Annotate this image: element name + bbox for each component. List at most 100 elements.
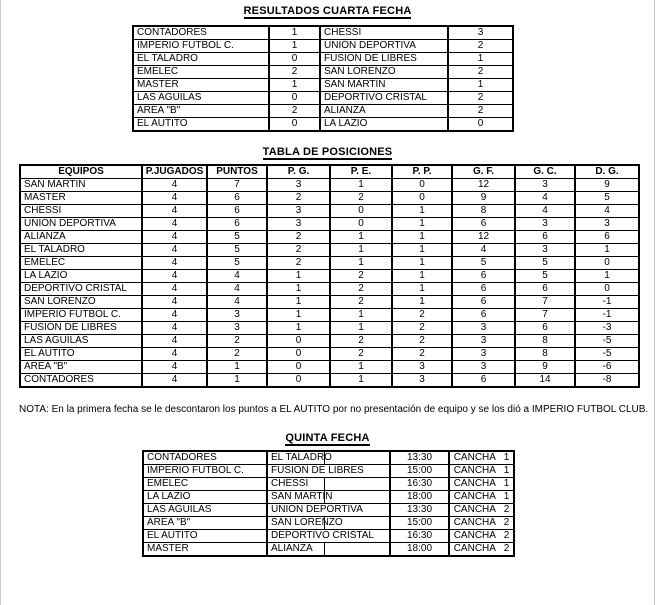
pe-cell: 0 [329, 204, 393, 218]
gf-cell: 6 [451, 282, 516, 296]
pts-cell: 5 [206, 230, 268, 244]
gc-cell: 3 [514, 243, 576, 257]
pts-cell: 1 [206, 360, 268, 374]
gc-cell: 4 [514, 204, 576, 218]
home-score-cell: 2 [268, 65, 321, 79]
dg-cell: -5 [574, 347, 640, 361]
gc-cell: 14 [514, 373, 576, 388]
home-team-cell: AREA "B" [142, 516, 268, 530]
away-team-cell: SAN LORENZO [266, 516, 343, 530]
dg-cell: -5 [574, 334, 640, 348]
away-team-cell: EL TALADRO [266, 450, 332, 465]
home-score-cell: 1 [268, 39, 321, 53]
pp-cell: 1 [391, 204, 453, 218]
gf-cell: 12 [451, 178, 516, 192]
gc-cell: 3 [514, 178, 576, 192]
team-cell: LA LAZIO [19, 269, 143, 283]
pp-cell: 1 [391, 295, 453, 309]
standings-row: AREA "B" 4 1 0 1 3 3 9 -6 [19, 360, 640, 374]
team-cell: DEPORTIVO CRISTAL [19, 282, 143, 296]
standings-row: CHESSI 4 6 3 0 1 8 4 4 [19, 204, 640, 218]
result-row: MASTER 1 SAN MARTIN 1 [132, 78, 514, 92]
standings-header-row: EQUIPOS P.JUGADOS PUNTOS P. G. P. E. P. … [19, 164, 640, 179]
pg-cell: 2 [266, 230, 331, 244]
pe-cell: 2 [329, 282, 393, 296]
standings-row: SAN MARTIN 4 7 3 1 0 12 3 9 [19, 178, 640, 192]
gc-cell: 7 [514, 308, 576, 322]
gc-cell: 7 [514, 295, 576, 309]
pj-cell: 4 [141, 230, 208, 244]
gf-cell: 3 [451, 321, 516, 335]
pg-cell: 0 [266, 334, 331, 348]
home-team-cell: LAS AGUILAS [142, 503, 268, 517]
away-team-cell: FUSION DE LIBRES [319, 52, 449, 66]
pts-cell: 6 [206, 191, 268, 205]
pe-cell: 1 [329, 243, 393, 257]
spacer-cell [324, 490, 391, 504]
results-title-text: RESULTADOS CUARTA FECHA [243, 5, 412, 19]
gf-cell: 8 [451, 204, 516, 218]
spacer-cell [324, 477, 391, 491]
dg-cell: -1 [574, 295, 640, 309]
pe-cell: 2 [329, 347, 393, 361]
home-team-cell: IMPERIO FUTBOL C. [132, 39, 270, 53]
gf-cell: 3 [451, 347, 516, 361]
standings-row: SAN LORENZO 4 4 1 2 1 6 7 -1 [19, 295, 640, 309]
pg-cell: 3 [266, 178, 331, 192]
home-team-cell: CONTADORES [132, 25, 270, 40]
gf-cell: 3 [451, 360, 516, 374]
pts-cell: 6 [206, 204, 268, 218]
header-puntos: PUNTOS [206, 164, 268, 179]
dg-cell: 0 [574, 256, 640, 270]
pts-cell: 3 [206, 308, 268, 322]
team-cell: MASTER [19, 191, 143, 205]
dg-cell: -3 [574, 321, 640, 335]
fixture-row: EMELEC CHESSI 16:30 CANCHA 1 [142, 477, 515, 491]
pj-cell: 4 [141, 360, 208, 374]
results-table: CONTADORES 1 CHESSI 3 IMPERIO FUTBOL C. … [132, 25, 514, 132]
spacer-cell [324, 450, 391, 465]
result-row: CONTADORES 1 CHESSI 3 [132, 25, 514, 40]
gf-cell: 5 [451, 256, 516, 270]
pj-cell: 4 [141, 191, 208, 205]
dg-cell: 3 [574, 217, 640, 231]
standings-row: IMPERIO FUTBOL C. 4 3 1 1 2 6 7 -1 [19, 308, 640, 322]
team-cell: IMPERIO FUTBOL C. [19, 308, 143, 322]
team-cell: LAS AGUILAS [19, 334, 143, 348]
pj-cell: 4 [141, 243, 208, 257]
pp-cell: 1 [391, 269, 453, 283]
pj-cell: 4 [141, 373, 208, 388]
time-cell: 18:00 [389, 542, 450, 557]
home-team-cell: AREA "B" [132, 104, 270, 118]
pg-cell: 0 [266, 360, 331, 374]
team-cell: CONTADORES [19, 373, 143, 388]
pp-cell: 1 [391, 282, 453, 296]
fixture-row: AREA "B" SAN LORENZO 15:00 CANCHA 2 [142, 516, 515, 530]
gf-cell: 9 [451, 191, 516, 205]
pts-cell: 2 [206, 334, 268, 348]
dg-cell: 1 [574, 243, 640, 257]
home-team-cell: EL AUTITO [142, 529, 268, 543]
dg-cell: -1 [574, 308, 640, 322]
fixture-row: IMPERIO FUTBOL C. FUSION DE LIBRES 15:00… [142, 464, 515, 478]
pj-cell: 4 [141, 347, 208, 361]
gc-cell: 6 [514, 282, 576, 296]
pg-cell: 0 [266, 347, 331, 361]
home-score-cell: 0 [268, 117, 321, 132]
pe-cell: 2 [329, 191, 393, 205]
results-title: RESULTADOS CUARTA FECHA [1, 0, 654, 19]
gf-cell: 3 [451, 334, 516, 348]
time-cell: 16:30 [389, 477, 450, 491]
time-cell: 16:30 [389, 529, 450, 543]
pe-cell: 1 [329, 373, 393, 388]
header-dg: D. G. [574, 164, 640, 179]
home-team-cell: MASTER [142, 542, 268, 557]
away-team-cell: LA LAZIO [319, 117, 449, 132]
standings-row: EL AUTITO 4 2 0 2 2 3 8 -5 [19, 347, 640, 361]
result-row: LAS AGUILAS 0 DEPORTIVO CRISTAL 2 [132, 91, 514, 105]
spacer-cell [324, 529, 391, 543]
result-row: EL TALADRO 0 FUSION DE LIBRES 1 [132, 52, 514, 66]
pp-cell: 1 [391, 256, 453, 270]
dg-cell: 5 [574, 191, 640, 205]
